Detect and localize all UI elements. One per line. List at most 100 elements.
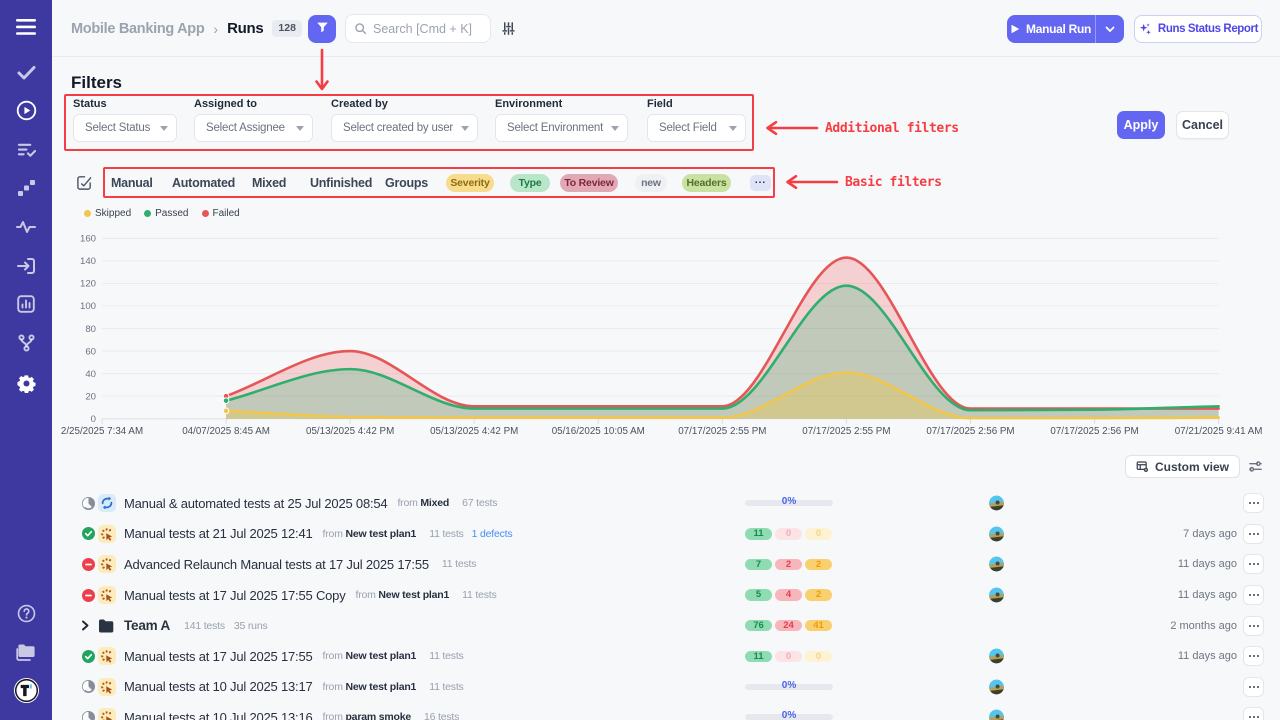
row-menu-button[interactable] xyxy=(1243,615,1264,636)
run-title-text: Manual tests at 10 Jul 2025 13:16 xyxy=(124,709,313,720)
list-settings-icon[interactable] xyxy=(1248,459,1263,479)
manual-run-button[interactable]: Manual Run xyxy=(1007,15,1095,43)
edit-list-icon[interactable] xyxy=(76,174,93,196)
sidebar-branch-icon[interactable] xyxy=(0,330,52,356)
run-runs-count: 35 runs xyxy=(233,619,268,632)
sync-icon xyxy=(98,494,116,513)
row-menu-button[interactable] xyxy=(1243,523,1264,544)
sidebar-pulse-icon[interactable] xyxy=(0,214,52,240)
runs-status-report-button[interactable]: Runs Status Report xyxy=(1134,15,1262,43)
row-menu-button[interactable] xyxy=(1243,493,1264,514)
filter-field-select[interactable]: Select created by user xyxy=(331,114,478,142)
legend-item-passed[interactable]: Passed xyxy=(144,208,189,219)
sidebar-help-circle-icon[interactable] xyxy=(0,600,52,626)
run-title[interactable]: Manual tests at 17 Jul 2025 17:55 from Ne… xyxy=(124,649,464,664)
basic-filter-tag-severity[interactable]: Severity xyxy=(446,173,494,192)
custom-view-label: Custom view xyxy=(1154,459,1229,474)
run-row[interactable]: Manual tests at 17 Jul 2025 17:55 Copy fr… xyxy=(52,580,1280,611)
basic-filter-tab-manual[interactable]: Manual xyxy=(111,175,153,190)
sidebar-bar-square-icon[interactable] xyxy=(0,291,52,317)
basic-filter-tag-headers[interactable]: Headers xyxy=(682,173,731,192)
sidebar-gear-icon[interactable] xyxy=(0,370,52,396)
run-row[interactable]: Manual tests at 10 Jul 2025 13:17 from Ne… xyxy=(52,672,1280,703)
row-menu-button[interactable] xyxy=(1243,707,1264,720)
row-menu-button[interactable] xyxy=(1243,646,1264,667)
sidebar-check-icon[interactable] xyxy=(0,59,52,85)
breadcrumb: Mobile Banking App › Runs 128 xyxy=(71,0,302,57)
run-title[interactable]: Manual tests at 10 Jul 2025 13:17 from Ne… xyxy=(124,679,464,694)
sidebar-play-circle-icon[interactable] xyxy=(0,97,52,123)
row-menu-button[interactable] xyxy=(1243,554,1264,575)
status-failed-icon xyxy=(82,557,95,571)
run-row[interactable]: Manual tests at 17 Jul 2025 17:55 from Ne… xyxy=(52,641,1280,672)
avatar xyxy=(989,709,1004,720)
filter-field-assigned-to: Assigned to Select Assignee xyxy=(194,98,313,142)
basic-filter-tab-mixed[interactable]: Mixed xyxy=(252,175,287,190)
count-pill-failed: 0 xyxy=(775,528,802,540)
apply-button[interactable]: Apply xyxy=(1117,111,1165,139)
run-defects-link[interactable]: 1 defects xyxy=(471,527,513,540)
sidebar-logo-icon[interactable] xyxy=(0,677,52,703)
legend-item-skipped[interactable]: Skipped xyxy=(84,208,131,219)
run-title[interactable]: Manual & automated tests at 25 Jul 2025 … xyxy=(124,496,498,511)
count-pill-passed: 7 xyxy=(745,558,772,571)
filter-field-select[interactable]: Select Environment xyxy=(495,114,628,142)
basic-filter-tab-unfinished[interactable]: Unfinished xyxy=(310,175,373,190)
breadcrumb-project[interactable]: Mobile Banking App xyxy=(71,20,205,37)
run-group-title[interactable]: Team A 141 tests 35 runs xyxy=(124,618,268,633)
chevron-down-icon xyxy=(1105,26,1115,33)
legend-label: Skipped xyxy=(95,208,132,219)
filter-toggle-button[interactable] xyxy=(308,15,336,43)
runs-status-report-label: Runs Status Report xyxy=(1157,23,1259,35)
avatar xyxy=(989,526,1004,542)
select-caret-icon xyxy=(461,125,469,131)
cancel-button[interactable]: Cancel xyxy=(1176,111,1229,139)
sidebar-steps-icon[interactable] xyxy=(0,175,52,201)
run-row[interactable]: Manual & automated tests at 25 Jul 2025 … xyxy=(52,488,1280,519)
header-actions: Manual Run Runs Status Report xyxy=(1007,15,1262,43)
run-title[interactable]: Advanced Relaunch Manual tests at 17 Jul… xyxy=(124,557,477,572)
progress-bar: 0% xyxy=(745,680,833,691)
row-menu-button[interactable] xyxy=(1243,585,1264,606)
run-row[interactable]: Manual tests at 21 Jul 2025 12:41 from Ne… xyxy=(52,519,1280,550)
avatar xyxy=(989,587,1004,603)
custom-view-button[interactable]: Custom view xyxy=(1124,455,1240,478)
manual-run-dropdown-button[interactable] xyxy=(1095,15,1124,43)
row-menu-button[interactable] xyxy=(1243,676,1264,697)
run-title[interactable]: Manual tests at 10 Jul 2025 13:16 from pa… xyxy=(124,710,459,720)
filter-field-select[interactable]: Select Status xyxy=(73,114,177,142)
status-progress-icon xyxy=(82,680,95,694)
run-timestamp: 2 months ago xyxy=(1170,619,1237,632)
legend-item-failed[interactable]: Failed xyxy=(201,208,240,219)
svg-text:07/21/2025 9:41 AM: 07/21/2025 9:41 AM xyxy=(1175,426,1263,437)
basic-filter-tab-groups[interactable]: Groups xyxy=(385,175,428,190)
run-row[interactable]: Advanced Relaunch Manual tests at 17 Jul… xyxy=(52,549,1280,580)
basic-filter-tag-type[interactable]: Type xyxy=(510,173,550,192)
filter-field-select[interactable]: Select Field xyxy=(647,114,746,142)
sidebar-menu-icon[interactable] xyxy=(0,14,52,40)
run-row-middle: 76 24 41 xyxy=(745,610,835,641)
search-settings-icon[interactable] xyxy=(501,21,516,41)
sidebar-folders-icon[interactable] xyxy=(0,639,52,665)
basic-filter-tab-automated[interactable]: Automated xyxy=(172,175,236,190)
svg-text:05/13/2025 4:42 PM: 05/13/2025 4:42 PM xyxy=(306,426,394,437)
basic-filter-tag-new[interactable]: new xyxy=(635,173,667,192)
run-row[interactable]: Manual tests at 10 Jul 2025 13:16 from pa… xyxy=(52,702,1280,720)
expand-chevron-icon[interactable] xyxy=(81,620,90,631)
run-group-row[interactable]: Team A 141 tests 35 runs 76 24 41 2 months ago xyxy=(52,610,1280,641)
search-box[interactable] xyxy=(345,14,491,43)
runs-count-badge: 128 xyxy=(272,20,302,37)
run-title[interactable]: Manual tests at 21 Jul 2025 12:41 from Ne… xyxy=(124,526,513,541)
run-row-left: Manual tests at 10 Jul 2025 13:17 from Ne… xyxy=(52,672,1280,703)
run-title[interactable]: Manual tests at 17 Jul 2025 17:55 Copy fr… xyxy=(124,588,497,603)
basic-filter-tag-to-review[interactable]: To Review xyxy=(560,173,618,192)
basic-filter-more-button[interactable]: ... xyxy=(750,174,771,191)
count-pill-skipped: 2 xyxy=(805,589,832,601)
search-input[interactable] xyxy=(373,21,482,36)
sidebar-list-check-icon[interactable] xyxy=(0,137,52,163)
sidebar-import-icon[interactable] xyxy=(0,253,52,279)
filter-field-select[interactable]: Select Assignee xyxy=(194,114,313,142)
count-pill-passed: 5 xyxy=(745,589,772,601)
run-row-left: Manual & automated tests at 25 Jul 2025 … xyxy=(52,488,1280,519)
